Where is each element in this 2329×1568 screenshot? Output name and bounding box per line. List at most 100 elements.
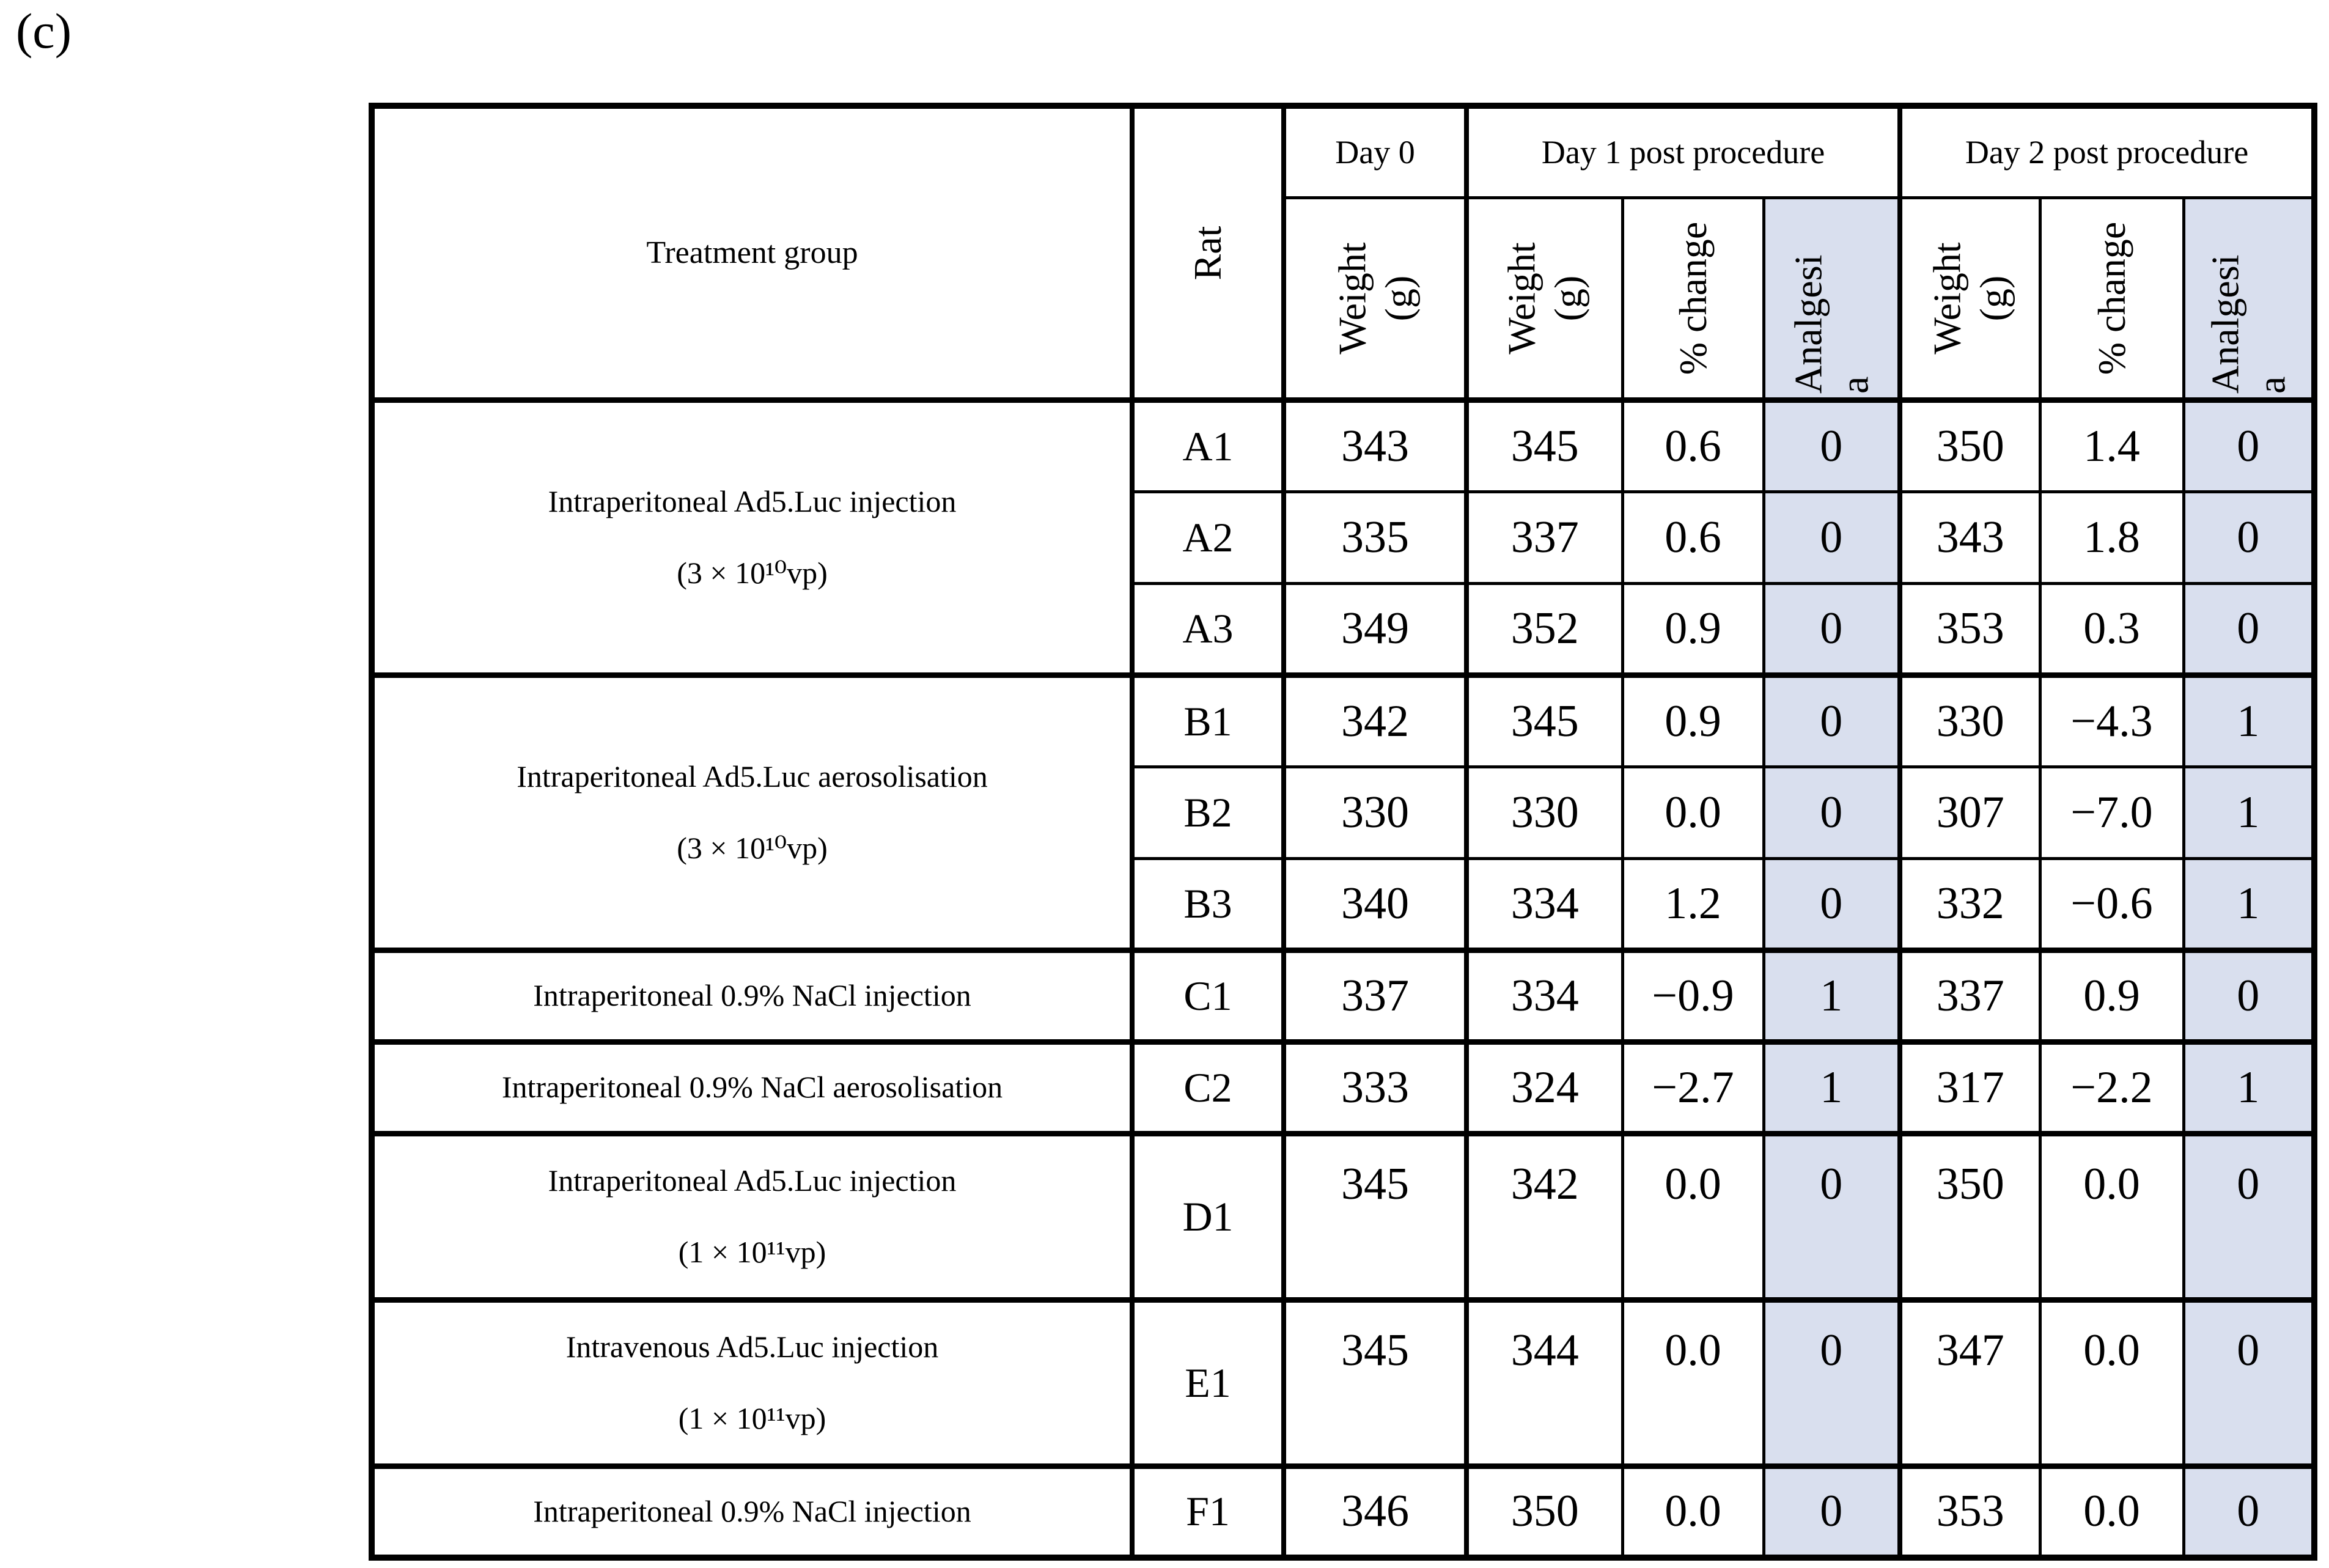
analgesia-day2-cell: 0 — [2182, 947, 2316, 1043]
pct-change-day1-cell: 0.9 — [1621, 581, 1765, 677]
analgesia-day2-cell: 0 — [2182, 1130, 2316, 1301]
weight-day2-cell: 337 — [1897, 947, 2042, 1043]
analgesia-day1-cell: 0 — [1762, 581, 1902, 677]
weight-day1-cell: 345 — [1464, 397, 1624, 493]
weight-day0-cell: 343 — [1281, 397, 1468, 493]
weight-day0-cell: 346 — [1281, 1463, 1468, 1559]
rat-id-cell: C1 — [1130, 947, 1286, 1043]
rat-id-cell: C2 — [1130, 1039, 1286, 1135]
pct-change-day1-header-label: % change — [1671, 221, 1715, 375]
weight-day2-cell: 330 — [1897, 672, 2042, 768]
weight-day2-cell: 353 — [1897, 581, 2042, 677]
weight-day2-cell: 347 — [1897, 1297, 2042, 1468]
treatment-cell: Intraperitoneal 0.9% NaCl injection — [370, 1463, 1134, 1559]
weight-day0-cell: 333 — [1281, 1039, 1468, 1135]
weight-day1-cell: 345 — [1464, 672, 1624, 768]
analgesia-day1-cell: 1 — [1762, 1039, 1902, 1135]
pct-change-day2-cell: −2.2 — [2038, 1039, 2185, 1135]
analgesia-day2-cell: 1 — [2182, 856, 2316, 952]
analgesia-day2-cell: 0 — [2182, 581, 2316, 677]
weight-day1-cell: 330 — [1464, 765, 1624, 860]
pct-change-day2-cell: −0.6 — [2038, 856, 2185, 952]
treatment-cell: Intraperitoneal Ad5.Luc injection (3 × 1… — [370, 397, 1134, 677]
table-row: Intraperitoneal Ad5.Luc injection (3 × 1… — [370, 397, 2316, 677]
pct-change-day1-cell: −0.9 — [1621, 947, 1765, 1043]
weight-day0-cell: 330 — [1281, 765, 1468, 860]
rat-header-label: Rat — [1186, 226, 1230, 281]
treatment-cell: Intravenous Ad5.Luc injection (1 × 10¹¹v… — [370, 1297, 1134, 1468]
pct-change-day2-cell: 0.9 — [2038, 947, 2185, 1043]
weight-day1-cell: 334 — [1464, 856, 1624, 952]
treatment-cell: Intraperitoneal 0.9% NaCl aerosolisation — [370, 1039, 1134, 1135]
analgesia-day2-cell: 0 — [2182, 1463, 2316, 1559]
table-row: B3 340 334 1.2 0 332 −0.6 1 — [372, 856, 2316, 952]
pct-change-day1-cell: 1.2 — [1621, 856, 1765, 952]
analgesia-day2-cell: 1 — [2182, 672, 2316, 768]
rat-id-cell: F1 — [1130, 1463, 1286, 1559]
weight-day0-cell: 335 — [1281, 490, 1468, 585]
rat-id-cell: A2 — [1130, 490, 1286, 585]
rat-id-cell: B1 — [1130, 672, 1286, 768]
weight-day1-header-label: Weight (g) — [1499, 241, 1590, 355]
weight-day1-cell: 342 — [1464, 1130, 1624, 1301]
analgesia-day2-cell: 1 — [2182, 1039, 2316, 1135]
pct-change-day2-header-label: % change — [2089, 221, 2133, 375]
pct-change-day1-cell: 0.0 — [1621, 1297, 1765, 1468]
table-row: Intravenous Ad5.Luc injection (1 × 10¹¹v… — [370, 1297, 2316, 1468]
weight-day0-cell: 340 — [1281, 856, 1468, 952]
table-row: B2 330 330 0.0 0 307 −7.0 1 — [372, 765, 2316, 860]
day2-header: Day 2 post procedure — [1897, 104, 2316, 199]
weight-day1-cell: 334 — [1464, 947, 1624, 1043]
table-row: Intraperitoneal 0.9% NaCl aerosolisation… — [370, 1039, 2316, 1135]
pct-change-day2-header: % change — [2038, 196, 2185, 402]
table-row: Intraperitoneal 0.9% NaCl injection F1 3… — [370, 1463, 2316, 1559]
analgesia-day2-cell: 0 — [2182, 397, 2316, 493]
rat-id-cell: B2 — [1130, 765, 1286, 860]
day0-header: Day 0 — [1281, 104, 1468, 199]
table-row: A2 335 337 0.6 0 343 1.8 0 — [372, 490, 2316, 585]
rat-id-cell: D1 — [1130, 1130, 1286, 1301]
analgesia-day1-cell: 0 — [1762, 490, 1902, 585]
weight-day0-cell: 349 — [1281, 581, 1468, 677]
analgesia-day1-cell: 0 — [1762, 672, 1902, 768]
pct-change-day1-cell: 0.0 — [1621, 765, 1765, 860]
rat-id-cell: B3 — [1130, 856, 1286, 952]
table-row: Intraperitoneal Ad5.Luc aerosolisation (… — [370, 672, 2316, 952]
weight-day0-header-label: Weight (g) — [1330, 241, 1420, 355]
analgesia-day1-cell: 1 — [1762, 947, 1902, 1043]
analgesia-day2-cell: 1 — [2182, 765, 2316, 860]
weight-day2-cell: 307 — [1897, 765, 2042, 860]
treatment-cell: Intraperitoneal Ad5.Luc aerosolisation (… — [370, 672, 1134, 952]
pct-change-day1-cell: 0.0 — [1621, 1130, 1765, 1301]
pct-change-day2-cell: −7.0 — [2038, 765, 2185, 860]
weight-day2-cell: 350 — [1897, 397, 2042, 493]
weight-day0-cell: 342 — [1281, 672, 1468, 768]
figure-label: (c) — [16, 3, 72, 59]
weight-day2-cell: 353 — [1897, 1463, 2042, 1559]
pct-change-day2-cell: 0.0 — [2038, 1297, 2185, 1468]
rat-id-cell: E1 — [1130, 1297, 1286, 1468]
analgesia-day2-header-label: Analgesi a — [2203, 254, 2293, 394]
analgesia-day1-cell: 0 — [1762, 765, 1902, 860]
analgesia-day1-cell: 0 — [1762, 1297, 1902, 1468]
analgesia-day1-cell: 0 — [1762, 1130, 1902, 1301]
weight-day0-cell: 337 — [1281, 947, 1468, 1043]
pct-change-day2-cell: 1.8 — [2038, 490, 2185, 585]
analgesia-day1-cell: 0 — [1762, 1463, 1902, 1559]
treatment-group-header: Treatment group — [370, 104, 1134, 402]
weight-day0-header: Weight (g) — [1281, 196, 1468, 402]
weight-day1-cell: 352 — [1464, 581, 1624, 677]
weight-day1-cell: 344 — [1464, 1297, 1624, 1468]
analgesia-day1-cell: 0 — [1762, 856, 1902, 952]
weight-day2-cell: 317 — [1897, 1039, 2042, 1135]
pct-change-day1-cell: 0.6 — [1621, 490, 1765, 585]
pct-change-day1-cell: −2.7 — [1621, 1039, 1765, 1135]
weight-day1-cell: 324 — [1464, 1039, 1624, 1135]
weight-day2-cell: 350 — [1897, 1130, 2042, 1301]
weight-day0-cell: 345 — [1281, 1130, 1468, 1301]
weight-day1-header: Weight (g) — [1464, 196, 1624, 402]
weight-day2-header-label: Weight (g) — [1925, 241, 2015, 355]
weight-day1-cell: 337 — [1464, 490, 1624, 585]
rat-header: Rat — [1130, 104, 1286, 402]
